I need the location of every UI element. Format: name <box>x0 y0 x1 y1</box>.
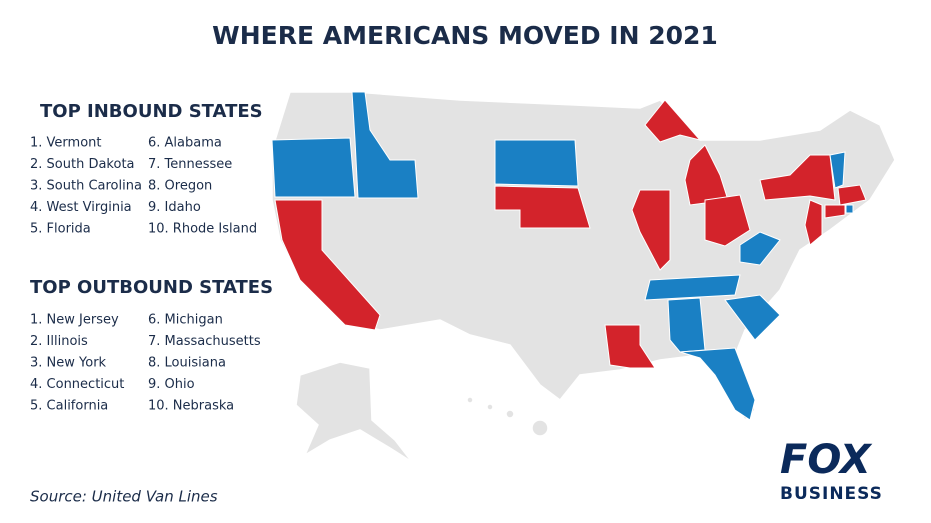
rhode-island <box>845 204 854 214</box>
logo-bottom: BUSINESS <box>780 484 883 504</box>
new-jersey <box>804 199 823 246</box>
source: Source: United Van Lines <box>30 488 218 506</box>
louisiana <box>604 324 656 369</box>
inbound-item: 7. Tennessee <box>148 157 232 172</box>
tennessee <box>644 274 741 301</box>
idaho <box>351 91 419 199</box>
south-dakota <box>494 139 579 187</box>
inbound-heading: TOP INBOUND STATES <box>40 101 263 122</box>
michigan-upper <box>644 99 702 143</box>
logo: FOX BUSINESS <box>780 437 883 504</box>
lists: 1. Vermont 2. South Dakota 3. South Caroli… <box>30 136 261 414</box>
outbound-heading: TOP OUTBOUND STATES <box>30 277 273 298</box>
outbound-item: 8. Louisiana <box>148 356 226 371</box>
outbound-item: 7. Massachusetts <box>148 334 261 349</box>
logo-top: FOX <box>780 437 873 483</box>
hawaii <box>466 396 549 437</box>
alaska <box>295 361 413 463</box>
outbound-item: 4. Connecticut <box>30 377 124 392</box>
illinois <box>631 189 671 271</box>
inbound-item: 9. Idaho <box>148 200 201 215</box>
inbound-item: 3. South Carolina <box>30 179 142 194</box>
inbound-item: 6. Alabama <box>148 136 222 151</box>
outbound-item: 10. Nebraska <box>148 399 234 414</box>
oregon <box>271 137 356 198</box>
california <box>274 199 381 331</box>
vermont <box>829 151 846 189</box>
outbound-item: 1. New Jersey <box>30 313 119 328</box>
ohio <box>704 194 751 247</box>
massachusetts <box>837 184 867 206</box>
us-map <box>271 91 896 463</box>
outbound-item: 9. Ohio <box>148 377 195 392</box>
florida <box>679 347 756 421</box>
inbound-item: 2. South Dakota <box>30 157 135 172</box>
outbound-item: 6. Michigan <box>148 313 223 328</box>
outbound-item: 3. New York <box>30 356 107 371</box>
connecticut <box>824 204 846 219</box>
inbound-item: 5. Florida <box>30 222 91 237</box>
outbound-item: 5. California <box>30 399 108 414</box>
south-carolina <box>724 294 781 341</box>
inbound-item: 1. Vermont <box>30 136 102 151</box>
new-york <box>759 154 836 201</box>
nebraska <box>494 185 591 229</box>
title: WHERE AMERICANS MOVED IN 2021 <box>212 21 718 50</box>
alabama <box>667 297 706 353</box>
inbound-item: 10. Rhode Island <box>148 222 257 237</box>
inbound-item: 4. West Virginia <box>30 200 132 215</box>
inbound-item: 8. Oregon <box>148 179 212 194</box>
west-virginia <box>739 231 781 266</box>
outbound-item: 2. Illinois <box>30 334 88 349</box>
